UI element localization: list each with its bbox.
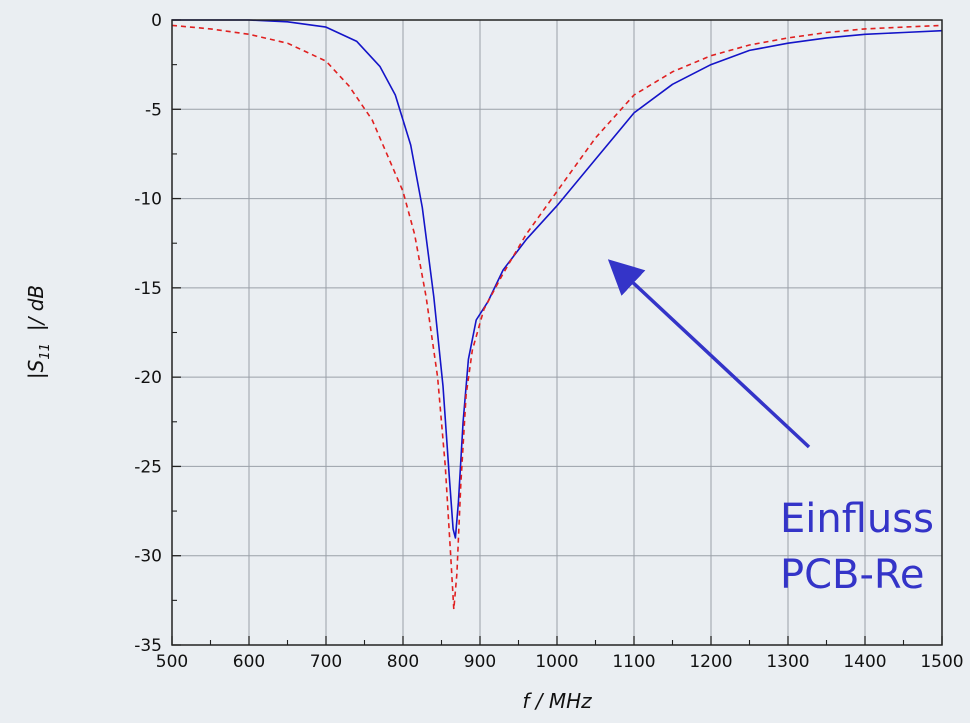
x-tick-label: 800 <box>387 652 419 672</box>
y-tick-label: -35 <box>134 636 162 656</box>
y-tick-label: -25 <box>134 457 162 477</box>
x-tick-labels: 500 600 700 800 900 1000 1100 1200 1300 1400 1500 <box>156 652 964 672</box>
annotation-arrow <box>607 259 811 449</box>
series-line-2 <box>171 24 943 611</box>
x-tick-label: 600 <box>233 652 265 672</box>
annotation-line-2: PCB-Re <box>780 552 925 598</box>
x-tick-label: 500 <box>156 652 188 672</box>
ticks <box>171 19 943 646</box>
x-axis-title: f / MHz <box>522 689 592 713</box>
y-axis-title: |S11 |/ dB <box>24 285 53 379</box>
y-tick-label: -30 <box>134 547 162 567</box>
series-group <box>171 19 943 611</box>
y-axis-title-post: |/ dB <box>24 285 48 331</box>
x-tick-label: 1000 <box>535 652 578 672</box>
y-tick-label: -20 <box>134 368 162 388</box>
series-line-1 <box>172 19 943 539</box>
annotation-line-1: Einfluss <box>780 496 934 542</box>
y-tick-label: -5 <box>145 100 162 120</box>
y-tick-labels: 0 -5 -10 -15 -20 -25 -30 -35 <box>134 11 162 656</box>
x-tick-label: 1500 <box>920 652 963 672</box>
x-tick-label: 1400 <box>843 652 886 672</box>
y-axis-title-pre: |S <box>24 359 48 379</box>
x-tick-label: 1300 <box>766 652 809 672</box>
y-tick-label: 0 <box>151 11 162 31</box>
y-tick-label: -10 <box>134 190 162 210</box>
grid <box>172 20 942 645</box>
x-tick-label: 1200 <box>689 652 732 672</box>
y-tick-label: -15 <box>134 279 162 299</box>
x-tick-label: 900 <box>464 652 496 672</box>
x-tick-label: 700 <box>310 652 342 672</box>
x-tick-label: 1100 <box>612 652 655 672</box>
y-axis-title-sub: 11 <box>38 343 53 360</box>
